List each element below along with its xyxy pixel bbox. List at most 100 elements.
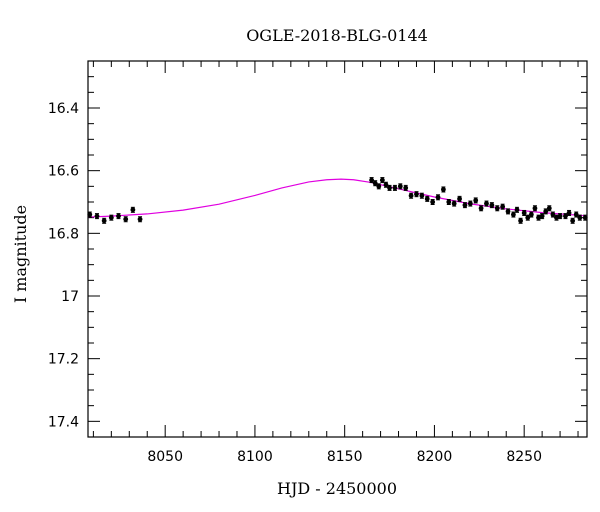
point-marker [467, 201, 473, 206]
data-point [462, 202, 468, 209]
data-point [430, 198, 436, 206]
point-marker [570, 218, 576, 224]
point-marker [521, 210, 527, 216]
data-point [514, 206, 520, 213]
data-point [577, 214, 583, 221]
point-marker [554, 215, 559, 221]
point-marker [566, 210, 572, 216]
plot-frame [87, 60, 588, 438]
data-point [484, 200, 489, 207]
y-tick-label: 17.2 [48, 352, 79, 368]
data-point [473, 197, 479, 204]
point-marker [94, 213, 100, 219]
data-point [408, 192, 414, 199]
data-point [87, 211, 93, 218]
model-curve-group [87, 178, 588, 218]
y-tick-labels: 16.4 16.6 16.8 17 17.2 17.4 [48, 101, 79, 430]
point-marker [383, 182, 389, 188]
point-marker [376, 183, 382, 189]
data-point [489, 202, 495, 209]
data-point [511, 211, 516, 218]
x-tick-label: 8150 [327, 449, 363, 465]
point-marker [582, 215, 588, 221]
data-point [528, 211, 534, 218]
data-point [536, 214, 541, 221]
point-marker [577, 215, 583, 221]
data-point [123, 216, 129, 223]
point-marker [108, 215, 114, 221]
y-tick-label: 17 [61, 289, 79, 305]
data-point [369, 177, 375, 184]
data-point [566, 209, 572, 216]
x-tick-label: 8100 [237, 449, 273, 465]
data-point [557, 213, 563, 220]
point-marker [563, 213, 568, 219]
point-marker [557, 213, 563, 219]
data-point [554, 214, 559, 221]
data-point [582, 214, 588, 221]
point-marker [494, 205, 500, 211]
point-marker [536, 215, 541, 221]
y-axis-label: I magnitude [11, 205, 30, 303]
data-point [546, 205, 552, 212]
point-marker [392, 185, 398, 191]
point-marker [414, 191, 419, 197]
point-marker [408, 193, 414, 199]
data-point [563, 213, 568, 220]
axes: 8050 8100 8150 8200 8250 16.416.616.81717.21… [48, 60, 588, 465]
point-marker [457, 196, 462, 202]
point-marker [505, 209, 511, 214]
data-point [383, 181, 389, 188]
model-curve [87, 178, 588, 218]
data-point [500, 203, 506, 210]
data-point [116, 213, 121, 220]
data-point [108, 214, 114, 221]
point-marker [424, 196, 430, 202]
point-marker [419, 193, 425, 199]
tick-marks [88, 60, 587, 438]
data-point [392, 184, 398, 191]
data-point [94, 213, 100, 220]
point-marker [478, 205, 484, 211]
y-tick-label: 16.4 [48, 101, 79, 117]
point-marker [387, 185, 392, 191]
data-point [403, 184, 409, 191]
data-point [451, 200, 457, 207]
data-point [441, 186, 446, 193]
point-marker [514, 207, 520, 213]
point-marker [462, 202, 468, 208]
x-axis-label: HJD - 2450000 [277, 479, 397, 498]
point-marker [430, 199, 436, 205]
point-marker [372, 180, 378, 186]
point-marker [518, 218, 523, 224]
data-point [387, 184, 392, 191]
point-marker [137, 216, 143, 222]
y-tick-label: 17.4 [48, 414, 79, 430]
x-tick-labels: 8050 8100 8150 8200 8250 [147, 449, 542, 465]
data-points-group [87, 177, 588, 224]
chart-title: OGLE-2018-BLG-0144 [246, 26, 428, 45]
data-point [532, 205, 538, 212]
data-point [414, 191, 419, 198]
point-marker [435, 194, 441, 200]
point-marker [446, 199, 452, 205]
point-marker [473, 198, 479, 203]
point-marker [500, 204, 506, 210]
point-marker [484, 201, 489, 206]
data-point [478, 205, 484, 212]
point-marker [546, 205, 552, 211]
y-tick-label: 16.6 [48, 164, 79, 180]
x-tick-label: 8050 [147, 449, 183, 465]
point-marker [101, 218, 107, 224]
point-marker [511, 212, 516, 217]
data-point [397, 183, 403, 190]
y-tick-label: 16.8 [48, 226, 79, 242]
point-marker [532, 205, 538, 211]
point-marker [543, 209, 549, 214]
x-tick-label: 8200 [417, 449, 453, 465]
data-point [419, 192, 425, 199]
data-point [379, 177, 385, 184]
point-marker [123, 216, 129, 222]
data-point [467, 200, 473, 207]
